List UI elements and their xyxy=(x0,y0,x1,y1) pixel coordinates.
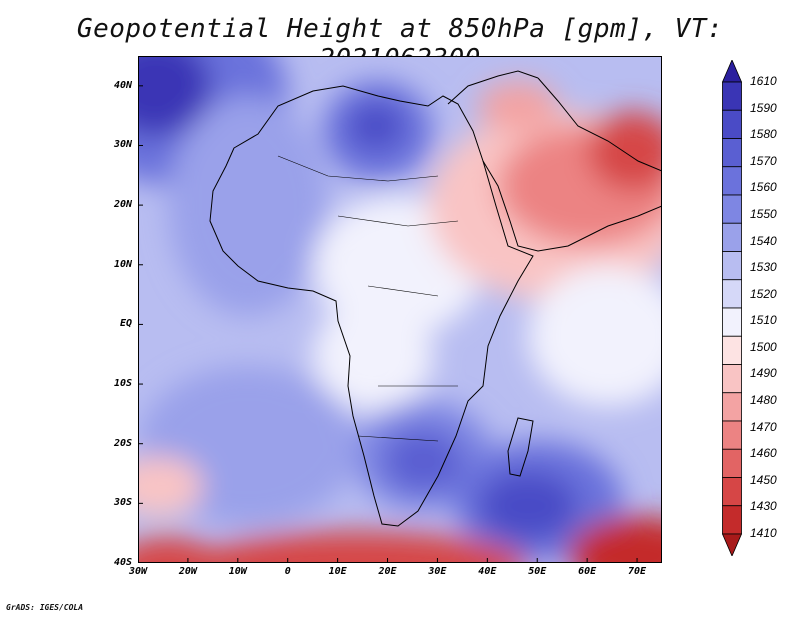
colorbar-label: 1450 xyxy=(750,472,777,487)
colorbar-label: 1530 xyxy=(750,260,777,275)
lat-label: 30S xyxy=(113,497,132,509)
lat-label: 10S xyxy=(113,378,132,390)
colorbar-swatch xyxy=(722,251,742,281)
colorbar-label: 1550 xyxy=(750,206,777,221)
map-panel xyxy=(138,56,662,563)
colorbar-swatch xyxy=(722,505,742,535)
lat-label: 10N xyxy=(113,258,132,270)
colorbar-label: 1610 xyxy=(750,74,777,88)
colorbar-label: 1520 xyxy=(750,286,777,301)
lat-label: 40S xyxy=(113,557,132,568)
lon-label: 20W xyxy=(178,566,197,577)
tick-marks xyxy=(138,85,638,563)
africa-coastline xyxy=(209,85,534,527)
colorbar-label: 1500 xyxy=(750,339,777,354)
lon-label: 30W xyxy=(128,566,148,577)
colorbar-swatch xyxy=(722,81,742,111)
colorbar-swatch xyxy=(722,448,742,478)
colorbar-swatch xyxy=(722,222,742,252)
lon-label: 20E xyxy=(378,566,397,577)
arabian-coast xyxy=(482,160,662,252)
colorbar-swatch xyxy=(722,477,742,507)
lat-label: 40N xyxy=(113,79,132,91)
lon-label: 30E xyxy=(428,566,447,577)
country-borders xyxy=(277,155,459,442)
colorbar-swatch xyxy=(722,420,742,450)
colorbar xyxy=(722,60,742,556)
colorbar-swatch xyxy=(722,138,742,168)
mediterranean-coast xyxy=(447,70,539,105)
lat-label: 20S xyxy=(113,437,132,449)
colorbar-label: 1570 xyxy=(750,153,777,168)
colorbar-label: 1590 xyxy=(750,100,777,115)
lon-label: 0 xyxy=(284,566,291,577)
colorbar-label: 1470 xyxy=(750,419,777,434)
height-field-map xyxy=(138,56,662,563)
lat-label: 20N xyxy=(113,199,132,211)
lon-label: 70E xyxy=(628,566,647,577)
colorbar-label: 1490 xyxy=(750,366,777,381)
colorbar-swatch xyxy=(722,335,742,365)
grads-credit: GrADS: IGES/COLA xyxy=(6,603,84,612)
colorbar-swatch xyxy=(722,533,742,556)
colorbar-swatch xyxy=(722,60,742,83)
colorbar-swatch xyxy=(722,109,742,139)
lon-label: 10E xyxy=(328,566,347,577)
lon-label: 40E xyxy=(478,566,497,577)
colorbar-swatch xyxy=(722,279,742,309)
colorbar-swatch xyxy=(722,194,742,224)
lon-label: 50E xyxy=(528,566,547,577)
colorbar-swatch xyxy=(722,166,742,196)
colorbar-label: 1540 xyxy=(750,233,777,248)
colorbar-swatch xyxy=(722,307,742,337)
colorbar-label: 1580 xyxy=(750,127,777,142)
persian-coast xyxy=(537,77,662,172)
colorbar-label: 1460 xyxy=(750,446,777,461)
lat-label: EQ xyxy=(119,318,132,330)
lon-label: 60E xyxy=(578,566,597,577)
colorbar-label: 1510 xyxy=(750,313,777,328)
colorbar-label: 1430 xyxy=(750,499,777,514)
colorbar-label: 1480 xyxy=(750,393,777,408)
colorbar-label: 1410 xyxy=(750,526,777,540)
madagascar-coastline xyxy=(507,417,534,477)
lon-label: 10W xyxy=(228,566,247,577)
map-frame xyxy=(138,56,662,563)
colorbar-swatch xyxy=(722,392,742,422)
colorbar-swatch xyxy=(722,364,742,394)
lat-label: 30N xyxy=(113,139,132,151)
colorbar-label: 1560 xyxy=(750,180,777,195)
field-shading xyxy=(138,56,662,563)
